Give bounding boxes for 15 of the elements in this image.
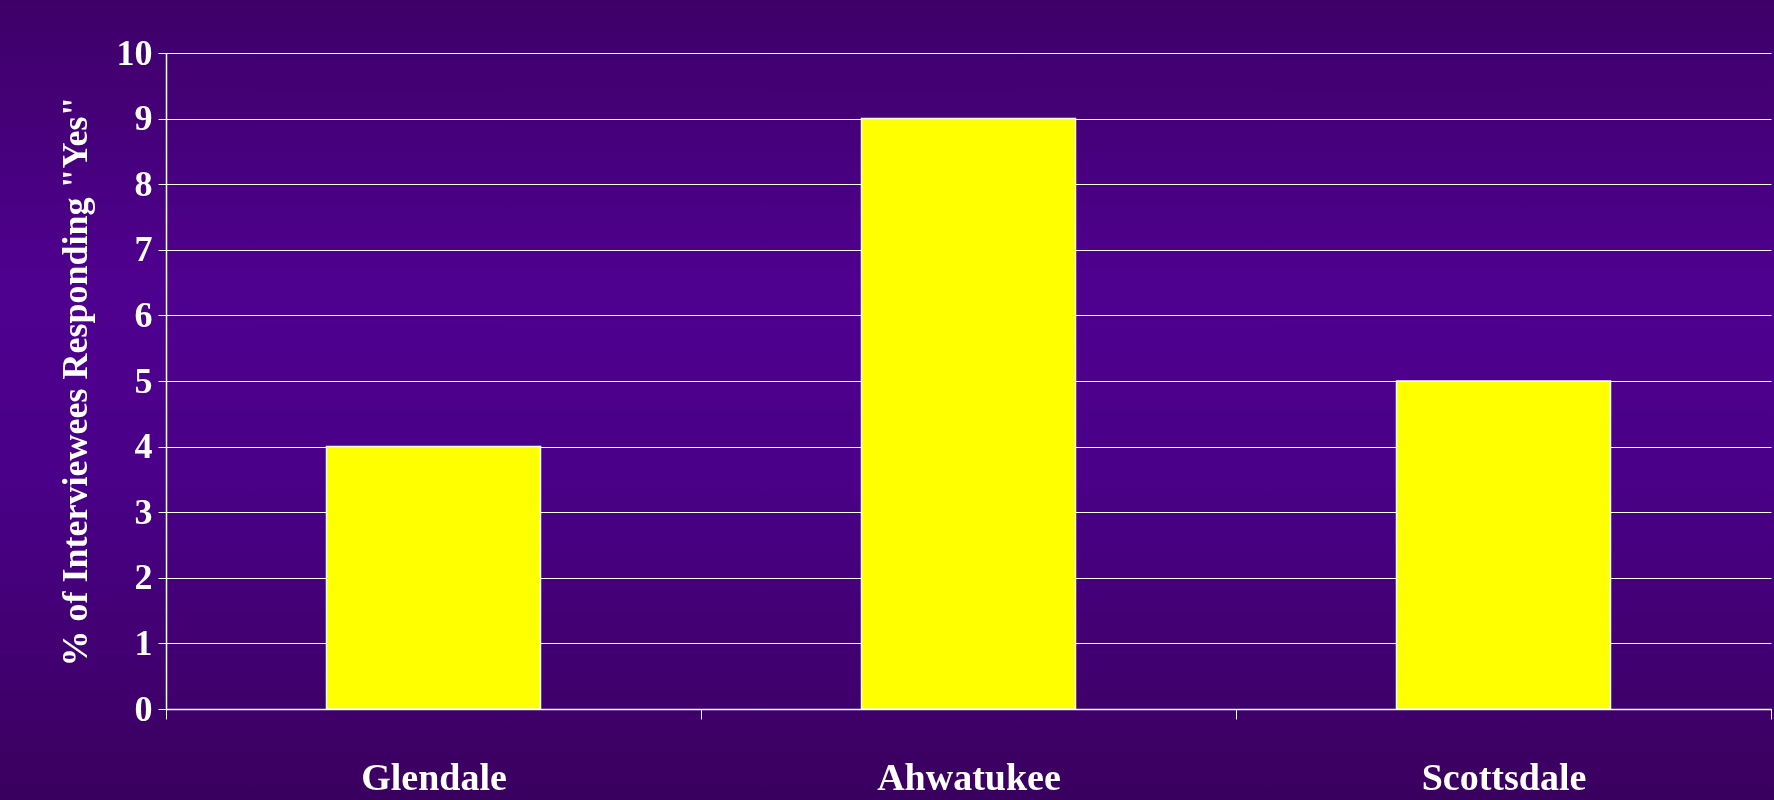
y-tick-label: 3 [134,491,153,532]
y-tick-label: 6 [134,294,153,335]
y-tick-label: 5 [134,360,153,401]
y-tick-label: 2 [134,557,153,598]
y-axis-title: % of Interviewees Responding "Yes" [54,96,95,667]
y-tick-label: 10 [116,32,153,73]
x-tick-label: Scottsdale [1421,755,1587,798]
x-tick-label: Ahwatukee [877,755,1061,798]
y-tick-label: 1 [134,622,153,663]
y-tick-label: 9 [134,98,153,139]
x-tick-label: Glendale [361,755,507,798]
y-tick-label: 7 [134,229,153,270]
y-tick-label: 4 [134,426,153,467]
y-tick-label: 0 [134,688,153,729]
y-tick-label: 8 [134,163,153,204]
